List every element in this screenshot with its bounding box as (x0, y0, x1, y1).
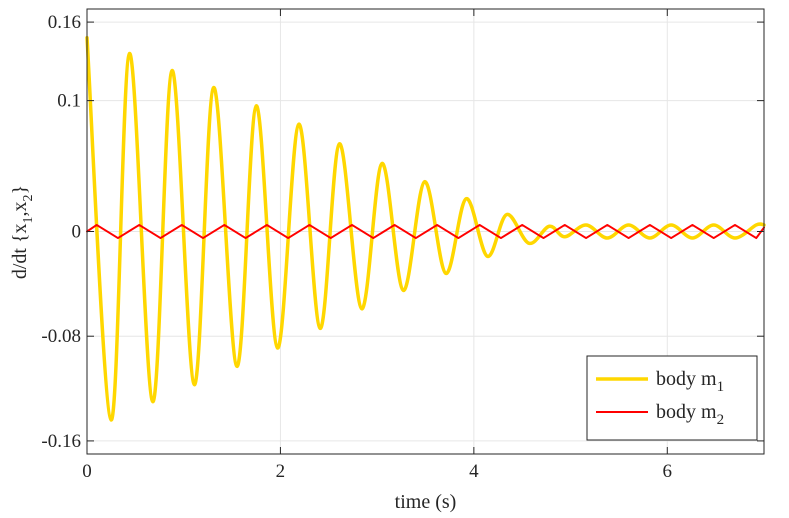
legend: body m1 body m2 (586, 355, 758, 441)
x-tick-label: 6 (663, 461, 673, 482)
y-label-suffix: } (9, 185, 31, 195)
x-tick-label: 2 (276, 461, 286, 482)
x-axis-label: time (s) (395, 491, 457, 513)
legend-label-body-m2: body m2 (656, 401, 724, 428)
y-tick-label: -0.08 (41, 326, 81, 347)
series-line-body-m2 (86, 223, 765, 240)
x-tick-label: 4 (469, 461, 479, 482)
axis-ticks: 0 2 4 6 -0.16 -0.08 0 0.1 0.16 (41, 9, 764, 482)
y-label-sub1: 1 (21, 216, 36, 223)
legend-box (586, 355, 758, 441)
y-tick-label: 0.1 (57, 91, 81, 112)
y-tick-label: -0.16 (41, 431, 81, 452)
y-tick-label: 0 (72, 222, 82, 243)
y-label-sub2: 2 (21, 194, 36, 201)
x-tick-label: 0 (82, 461, 92, 482)
series-line-body-m1 (85, 36, 766, 422)
y-label-mid: ,x (9, 201, 31, 216)
y-axis-label: d/dt {x1,x2} (9, 185, 36, 279)
plot-series (85, 36, 766, 422)
y-label-prefix: d/dt {x (9, 223, 31, 279)
legend-label-body-m1: body m1 (656, 368, 724, 395)
y-tick-label: 0.16 (48, 12, 81, 33)
